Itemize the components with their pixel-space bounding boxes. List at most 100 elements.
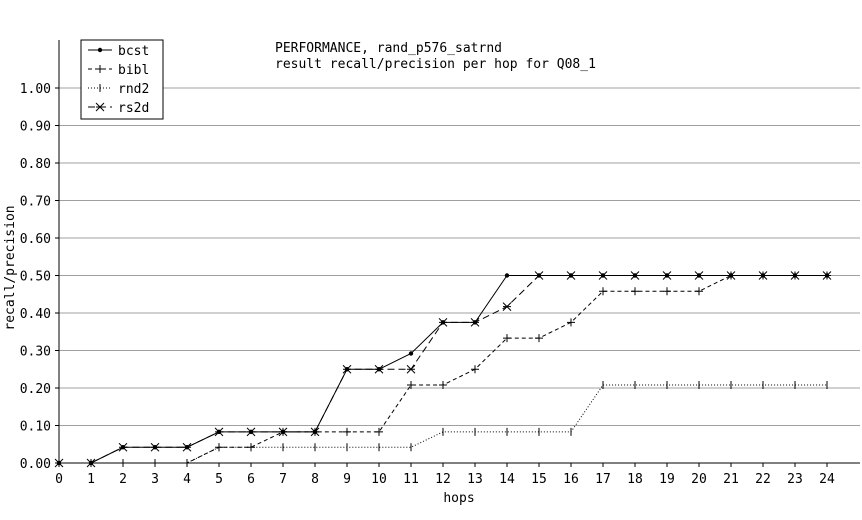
data-point-rs2d bbox=[470, 318, 480, 327]
x-tick-label: 10 bbox=[371, 472, 387, 487]
legend-marker-rs2d bbox=[95, 102, 105, 112]
data-point-rs2d bbox=[502, 302, 512, 311]
legend-marker-bibl bbox=[96, 65, 104, 73]
x-tick-label: 5 bbox=[215, 472, 223, 487]
data-point-bibl bbox=[439, 381, 447, 389]
x-tick-label: 7 bbox=[279, 472, 287, 487]
legend-entry-bcst: bcst bbox=[88, 44, 149, 59]
x-tick-label: 13 bbox=[467, 472, 483, 487]
data-point-bibl bbox=[663, 287, 671, 296]
data-point-rs2d bbox=[758, 271, 768, 280]
series-bcst bbox=[56, 273, 830, 466]
y-tick-label: 0.50 bbox=[20, 270, 51, 285]
x-axis-label: hops bbox=[443, 491, 474, 506]
x-tick-label: 17 bbox=[595, 472, 611, 487]
y-tick-label: 0.30 bbox=[20, 345, 51, 360]
data-point-rs2d bbox=[374, 364, 384, 374]
legend-label-bcst: bcst bbox=[118, 44, 149, 59]
data-point-rs2d bbox=[694, 271, 704, 280]
data-point-bibl bbox=[503, 334, 511, 343]
x-tick-label: 19 bbox=[659, 472, 675, 487]
x-tick-label: 8 bbox=[311, 472, 319, 487]
data-point-bcst bbox=[504, 273, 510, 278]
x-tick-label: 16 bbox=[563, 472, 579, 487]
x-axis-ticks: 0 1 2 3 4 5 6 7 8 9 10 11 12 13 14 15 16 17 18 19 20 21 22 23 24 bbox=[55, 463, 835, 487]
legend-entry-bibl: bibl bbox=[88, 63, 149, 78]
x-tick-label: 23 bbox=[787, 472, 803, 487]
data-point-bibl bbox=[631, 287, 639, 296]
data-point-rs2d bbox=[726, 271, 736, 280]
data-point-bibl bbox=[535, 334, 543, 343]
x-tick-label: 9 bbox=[343, 472, 351, 487]
x-tick-label: 20 bbox=[691, 472, 707, 487]
y-tick-label: 0.40 bbox=[20, 307, 51, 322]
chart-title: PERFORMANCE, rand_p576_satrnd bbox=[275, 41, 502, 56]
y-axis-ticks: 0.00 0.10 0.20 0.30 0.40 0.50 0.60 0.70 0.80 0.90… bbox=[20, 82, 59, 472]
x-tick-label: 12 bbox=[435, 472, 451, 487]
x-tick-label: 0 bbox=[55, 472, 63, 487]
y-tick-label: 0.00 bbox=[20, 457, 51, 472]
data-point-rs2d bbox=[662, 271, 672, 280]
data-point-rs2d bbox=[342, 364, 352, 374]
x-tick-label: 4 bbox=[183, 472, 191, 487]
y-tick-label: 0.80 bbox=[20, 157, 51, 172]
data-point-rs2d bbox=[310, 427, 320, 437]
data-point-rs2d bbox=[406, 364, 416, 374]
data-point-rs2d bbox=[246, 427, 256, 437]
data-point-bibl bbox=[471, 365, 479, 374]
legend-label-rs2d: rs2d bbox=[118, 101, 149, 116]
x-tick-label: 15 bbox=[531, 472, 547, 487]
data-point-bibl bbox=[567, 318, 575, 327]
data-point-rs2d bbox=[822, 271, 832, 280]
x-tick-label: 18 bbox=[627, 472, 643, 487]
y-axis-label: recall/precision bbox=[3, 205, 18, 330]
data-point-rs2d bbox=[438, 318, 448, 327]
legend-label-rnd2: rnd2 bbox=[118, 82, 149, 97]
data-point-rs2d bbox=[566, 271, 576, 280]
data-point-rs2d bbox=[182, 442, 192, 452]
data-series bbox=[54, 271, 832, 468]
series-bibl bbox=[55, 271, 831, 467]
data-point-rs2d bbox=[86, 458, 96, 468]
x-tick-label: 2 bbox=[119, 472, 127, 487]
chart-subtitle: result recall/precision per hop for Q08_… bbox=[275, 57, 596, 72]
data-point-rs2d bbox=[278, 427, 288, 437]
series-line-rnd2 bbox=[59, 384, 827, 464]
y-tick-label: 0.90 bbox=[20, 120, 51, 135]
data-point-rs2d bbox=[790, 271, 800, 280]
data-point-bibl bbox=[343, 427, 351, 436]
data-point-rs2d bbox=[54, 458, 64, 468]
data-point-rs2d bbox=[118, 442, 128, 452]
data-point-rs2d bbox=[214, 427, 224, 437]
x-tick-label: 3 bbox=[151, 472, 159, 487]
legend-label-bibl: bibl bbox=[118, 63, 149, 78]
legend: bcst bibl rnd2 rs2d bbox=[80, 39, 164, 120]
legend-box bbox=[80, 39, 164, 120]
y-tick-label: 0.70 bbox=[20, 195, 51, 210]
series-rs2d bbox=[54, 271, 832, 468]
x-tick-label: 21 bbox=[723, 472, 739, 487]
x-tick-label: 11 bbox=[403, 472, 419, 487]
legend-marker-bcst bbox=[97, 47, 103, 53]
data-point-rs2d bbox=[598, 271, 608, 280]
y-tick-label: 0.20 bbox=[20, 382, 51, 397]
data-point-rs2d bbox=[630, 271, 640, 280]
legend-entry-rs2d: rs2d bbox=[88, 101, 149, 116]
data-point-bibl bbox=[375, 427, 383, 436]
data-point-bibl bbox=[599, 287, 607, 296]
data-point-bibl bbox=[695, 287, 703, 296]
y-tick-label: 0.60 bbox=[20, 232, 51, 247]
data-point-bibl bbox=[407, 381, 415, 389]
y-tick-label: 1.00 bbox=[20, 82, 51, 97]
y-tick-label: 0.10 bbox=[20, 420, 51, 435]
x-tick-label: 6 bbox=[247, 472, 255, 487]
x-tick-label: 14 bbox=[499, 472, 515, 487]
axes bbox=[58, 40, 860, 464]
data-point-rs2d bbox=[534, 271, 544, 280]
data-point-rs2d bbox=[150, 442, 160, 452]
x-tick-label: 1 bbox=[87, 472, 95, 487]
grid-lines bbox=[59, 87, 860, 426]
x-tick-label: 24 bbox=[819, 472, 835, 487]
data-point-bcst bbox=[408, 351, 414, 356]
